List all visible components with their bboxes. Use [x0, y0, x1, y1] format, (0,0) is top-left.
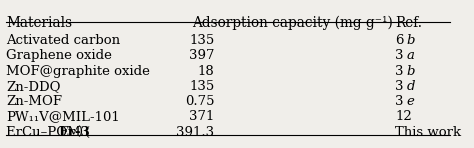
Text: Adsorption capacity (mg g⁻¹): Adsorption capacity (mg g⁻¹) [191, 16, 392, 30]
Text: b: b [407, 65, 415, 78]
Text: PW₁₁V@MIL-101: PW₁₁V@MIL-101 [6, 110, 119, 123]
Text: Materials: Materials [6, 16, 72, 30]
Text: 135: 135 [189, 80, 214, 93]
Text: 397: 397 [189, 49, 214, 62]
Text: ErCu–POM (: ErCu–POM ( [6, 126, 90, 139]
Text: d: d [407, 80, 415, 93]
Text: a: a [407, 49, 415, 62]
Text: b: b [407, 34, 415, 47]
Text: 3: 3 [395, 49, 404, 62]
Text: 6: 6 [395, 34, 404, 47]
Text: e: e [407, 95, 415, 108]
Text: MOF@graphite oxide: MOF@graphite oxide [6, 65, 150, 78]
Text: Activated carbon: Activated carbon [6, 34, 120, 47]
Text: 371: 371 [189, 110, 214, 123]
Text: 3: 3 [395, 95, 404, 108]
Text: Graphene oxide: Graphene oxide [6, 49, 112, 62]
Text: Zn-MOF: Zn-MOF [6, 95, 62, 108]
Text: ): ) [77, 126, 82, 139]
Text: Zn-DDQ: Zn-DDQ [6, 80, 60, 93]
Text: This work: This work [395, 126, 462, 139]
Text: 135: 135 [189, 34, 214, 47]
Text: Ref.: Ref. [395, 16, 422, 30]
Text: 3: 3 [395, 65, 404, 78]
Text: 391.3: 391.3 [176, 126, 214, 139]
Text: 0.75: 0.75 [185, 95, 214, 108]
Text: 12: 12 [395, 110, 412, 123]
Text: Er-3: Er-3 [58, 126, 90, 139]
Text: 18: 18 [198, 65, 214, 78]
Text: 3: 3 [395, 80, 404, 93]
